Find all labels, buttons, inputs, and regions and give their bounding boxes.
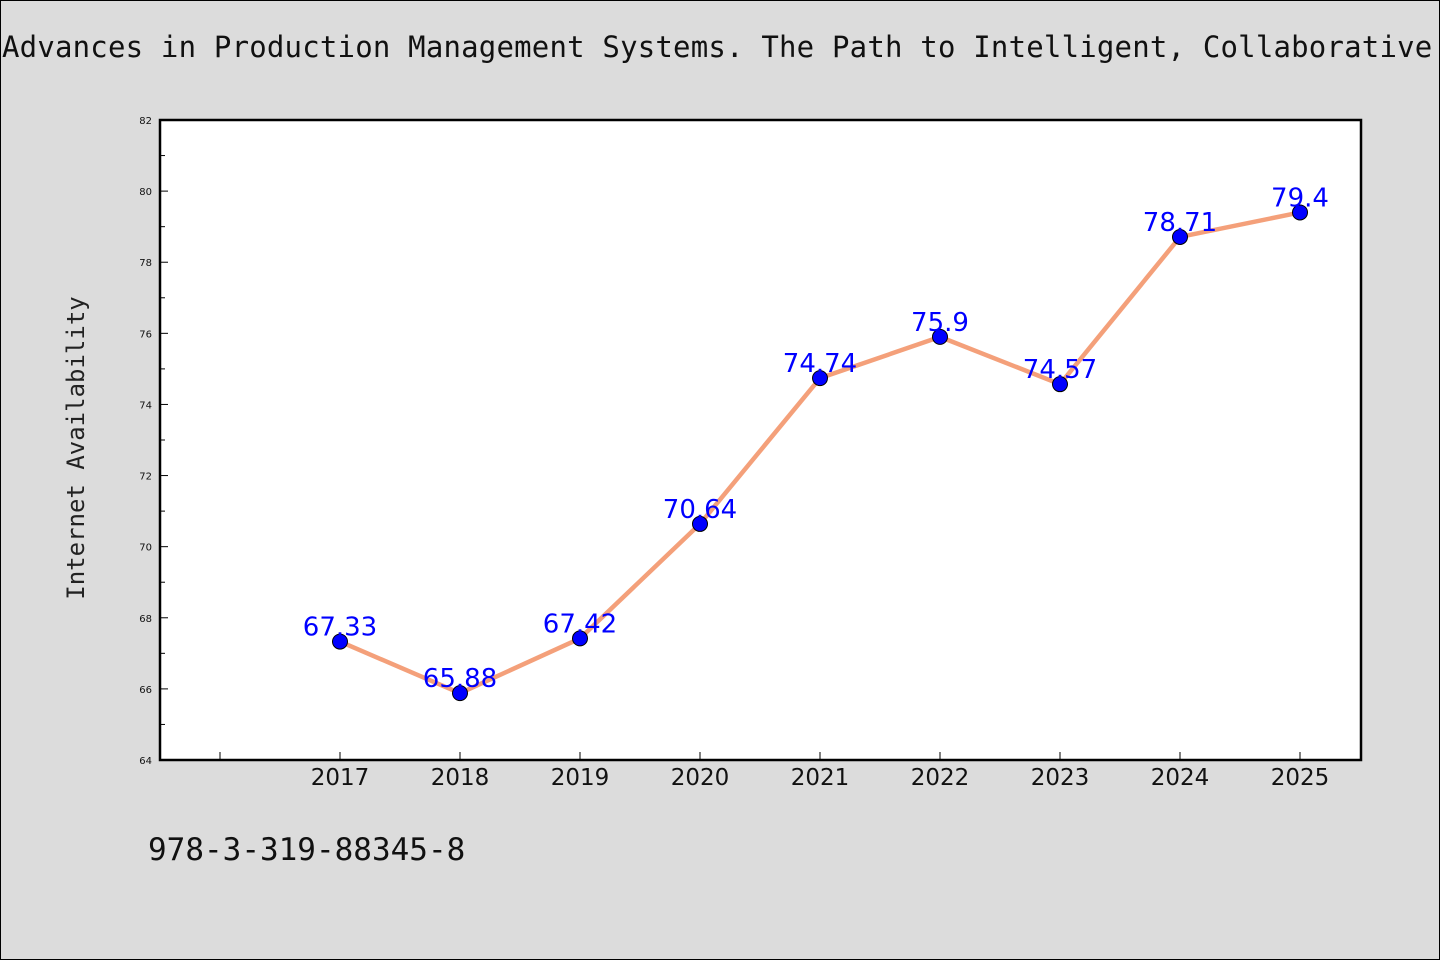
x-tick-label: 2021 — [791, 765, 850, 791]
data-label: 74.57 — [1023, 355, 1097, 385]
y-tick-label: 78 — [139, 258, 152, 269]
chart-title: Advances in Production Management System… — [2, 30, 1438, 64]
data-point — [1292, 204, 1308, 221]
x-tick-label: 2020 — [671, 765, 730, 791]
x-tick-label: 2023 — [1031, 765, 1090, 791]
plot-area — [158, 118, 1363, 762]
data-point — [932, 328, 948, 345]
y-tick-label: 74 — [139, 400, 152, 411]
x-tick-label: 2025 — [1271, 765, 1330, 791]
y-tick-label: 80 — [139, 187, 152, 198]
x-tick-label: 2017 — [311, 765, 370, 791]
y-tick-label: 68 — [139, 614, 152, 625]
x-axis: 2017 2018 2019 2020 2021 2022 2023 2024 2025 — [219, 752, 1330, 791]
y-axis: 64 66 68 70 72 74 76 78 80 82 — [139, 116, 168, 767]
y-tick-label: 70 — [139, 543, 152, 554]
series-markers — [332, 204, 1308, 702]
data-label: 65.88 — [423, 664, 497, 694]
y-axis-label: Internet Availability — [62, 296, 90, 599]
data-label: 78.71 — [1143, 208, 1217, 238]
data-label: 67.33 — [303, 613, 377, 643]
data-labels: 67.33 65.88 67.42 70.64 74.74 75.9 74.57 78.71 7… — [303, 183, 1329, 694]
data-label: 70.64 — [663, 495, 737, 525]
isbn-text: 978-3-319-88345-8 — [148, 832, 466, 868]
data-point — [572, 630, 588, 647]
data-point — [452, 685, 468, 702]
x-tick-label: 2024 — [1151, 765, 1210, 791]
data-point — [332, 633, 348, 650]
y-tick-label: 66 — [139, 685, 152, 696]
data-point — [692, 515, 708, 532]
data-label: 74.74 — [783, 349, 857, 379]
y-tick-label: 64 — [139, 756, 152, 767]
x-tick-label: 2022 — [911, 765, 970, 791]
data-label: 79.4 — [1271, 183, 1329, 213]
x-tick-label: 2019 — [551, 765, 610, 791]
data-point — [812, 370, 828, 387]
data-point — [1172, 228, 1188, 245]
data-point — [1052, 376, 1068, 393]
y-tick-label: 82 — [139, 116, 152, 127]
y-tick-label: 76 — [139, 329, 152, 340]
x-tick-label: 2018 — [431, 765, 490, 791]
data-label: 67.42 — [543, 609, 617, 639]
data-label: 75.9 — [911, 308, 969, 338]
y-tick-label: 72 — [139, 472, 152, 483]
